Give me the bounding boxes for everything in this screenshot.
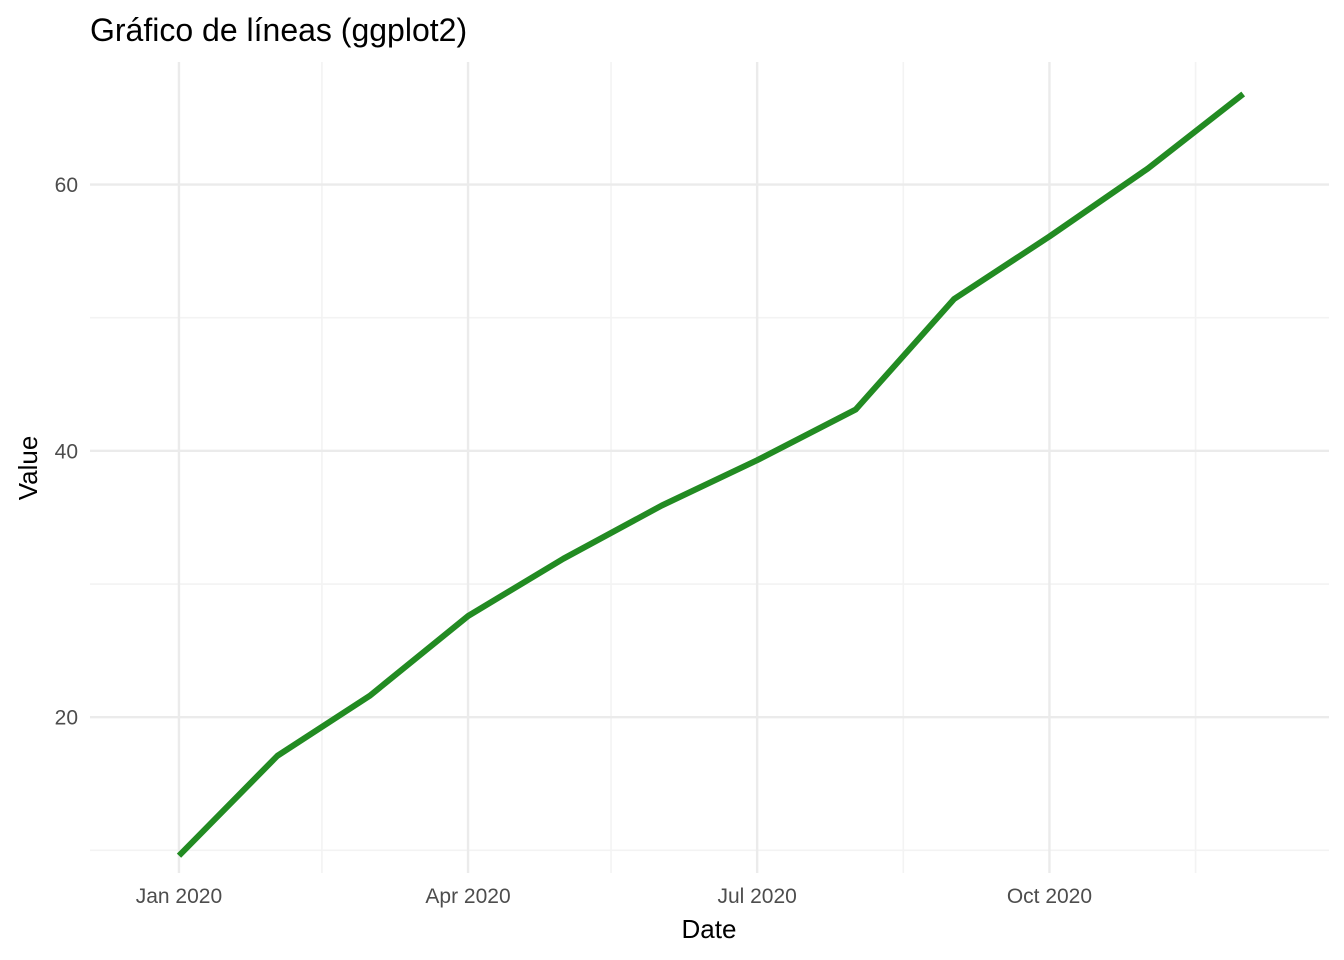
y-tick-label: 60 bbox=[55, 174, 78, 197]
y-tick-label: 40 bbox=[55, 440, 78, 463]
series-line-0 bbox=[176, 91, 1246, 858]
minor-gridlines bbox=[90, 62, 1329, 873]
x-tick-label: Jul 2020 bbox=[717, 885, 796, 908]
chart-title: Gráfico de líneas (ggplot2) bbox=[90, 12, 467, 48]
x-tick-label: Oct 2020 bbox=[1007, 885, 1092, 908]
y-tick-label: 20 bbox=[55, 707, 78, 730]
series-group bbox=[176, 91, 1246, 858]
y-axis-ticks: 20 40 60 bbox=[55, 174, 78, 730]
x-axis-ticks: Jan 2020 Apr 2020 Jul 2020 Oct 2020 bbox=[136, 885, 1092, 908]
x-tick-label: Apr 2020 bbox=[425, 885, 510, 908]
major-gridlines bbox=[90, 62, 1329, 873]
y-axis-title: Value bbox=[13, 436, 43, 501]
x-tick-label: Jan 2020 bbox=[136, 885, 222, 908]
x-axis-title: Date bbox=[682, 914, 737, 944]
